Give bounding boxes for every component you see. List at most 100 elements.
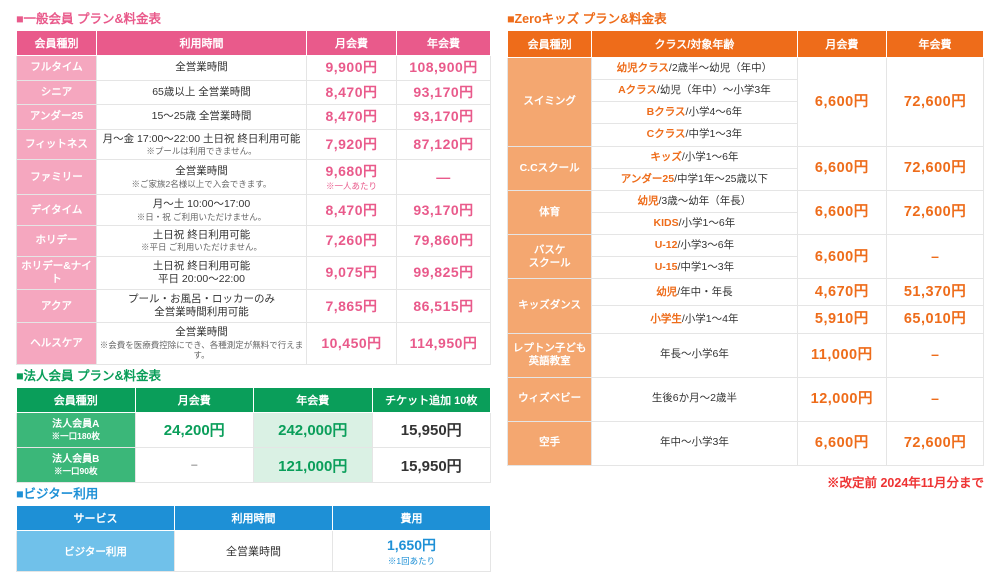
kids-class: アンダー25/中学1年～25歳以下 [592, 168, 797, 190]
plan-name: フィットネス [17, 129, 97, 160]
corp-ticket: 15,950円 [372, 447, 491, 482]
left-column: ■一般会員 プラン&料金表 会員種別利用時間月会費年会費 フルタイム全営業時間9… [16, 8, 491, 554]
plan-name: デイタイム [17, 195, 97, 226]
general-table: 会員種別利用時間月会費年会費 フルタイム全営業時間9,900円108,900円シ… [16, 30, 491, 365]
plan-month-price: 9,900円 [307, 56, 397, 81]
kids-table: 会員種別クラス/対象年齢月会費年会費 スイミング幼児クラス/2歳半～幼児（年中）… [507, 30, 984, 466]
kids-class: Bクラス/小学4～6年 [592, 102, 797, 124]
table-row: ファミリー全営業時間※ご家族2名様以上で入会できます。9,680円※一人あたり— [17, 160, 491, 195]
plan-year-price: — [397, 160, 491, 195]
kids-month: 6,600円 [797, 235, 887, 279]
corp-col-header: 年会費 [254, 387, 373, 412]
plan-time: 65歳以上 全営業時間 [97, 80, 307, 105]
kids-class: キッズ/小学1～6年 [592, 146, 797, 168]
plan-year-price: 93,170円 [397, 195, 491, 226]
kids-year: – [887, 235, 984, 279]
kids-col-header: 月会費 [797, 31, 887, 58]
plan-year-price: 114,950円 [397, 323, 491, 364]
corporate-title: ■法人会員 プラン&料金表 [16, 365, 491, 384]
plan-year-price: 79,860円 [397, 226, 491, 257]
plan-time: プール・お風呂・ロッカーのみ全営業時間利用可能 [97, 290, 307, 323]
plan-name: ホリデー&ナイト [17, 256, 97, 289]
kids-class: KIDS/小学1～6年 [592, 212, 797, 234]
corp-month: 24,200円 [135, 412, 254, 447]
kids-class: U-12/小学3～6年 [592, 235, 797, 257]
kids-month: 6,600円 [797, 58, 887, 147]
general-col-header: 月会費 [307, 31, 397, 56]
visitor-col-header: 費用 [333, 506, 491, 531]
kids-year: 72,600円 [887, 146, 984, 190]
table-row: シニア65歳以上 全営業時間8,470円93,170円 [17, 80, 491, 105]
corporate-table: 会員種別月会費年会費チケット追加 10枚 法人会員A※一口180枚24,200円… [16, 387, 491, 483]
table-row: 空手年中～小学3年6,600円72,600円 [508, 421, 984, 465]
table-row: ウィズベビー生後6か月～2歳半12,000円– [508, 377, 984, 421]
plan-year-price: 108,900円 [397, 56, 491, 81]
kids-class: U-15/中学1～3年 [592, 257, 797, 279]
visitor-time: 全営業時間 [175, 531, 333, 572]
kids-category: C.Cスクール [508, 146, 592, 190]
plan-time: 月～金 17:00～22:00 土日祝 終日利用可能※プールは利用できません。 [97, 129, 307, 160]
table-row: 法人会員B※一口90枚–121,000円15,950円 [17, 447, 491, 482]
plan-month-price: 7,865円 [307, 290, 397, 323]
table-row: 法人会員A※一口180枚24,200円242,000円15,950円 [17, 412, 491, 447]
kids-class: 幼児/年中・年長 [592, 279, 797, 306]
table-row: レプトン子ども英語教室年長～小学6年11,000円– [508, 333, 984, 377]
plan-month-price: 7,260円 [307, 226, 397, 257]
corp-month: – [135, 447, 254, 482]
corp-plan-name: 法人会員A※一口180枚 [17, 412, 136, 447]
general-col-header: 利用時間 [97, 31, 307, 56]
table-row: フィットネス月～金 17:00～22:00 土日祝 終日利用可能※プールは利用で… [17, 129, 491, 160]
corp-year: 121,000円 [254, 447, 373, 482]
table-row: アクアプール・お風呂・ロッカーのみ全営業時間利用可能7,865円86,515円 [17, 290, 491, 323]
kids-category: スイミング [508, 58, 592, 147]
corp-plan-name: 法人会員B※一口90枚 [17, 447, 136, 482]
plan-time: 土日祝 終日利用可能平日 20:00～22:00 [97, 256, 307, 289]
plan-month-price: 10,450円 [307, 323, 397, 364]
table-row: バスケスクールU-12/小学3～6年6,600円– [508, 235, 984, 257]
plan-time: 全営業時間※会費を医療費控除にでき、各種測定が無料で行えます。 [97, 323, 307, 364]
kids-col-header: 会員種別 [508, 31, 592, 58]
table-row: 体育幼児/3歳～幼年（年長）6,600円72,600円 [508, 190, 984, 212]
plan-time: 土日祝 終日利用可能※平日 ご利用いただけません。 [97, 226, 307, 257]
kids-class: Cクラス/中学1～3年 [592, 124, 797, 146]
visitor-title: ■ビジター利用 [16, 483, 491, 502]
kids-category: キッズダンス [508, 279, 592, 333]
kids-class: 幼児クラス/2歳半～幼児（年中） [592, 58, 797, 80]
kids-class: 年長～小学6年 [592, 333, 797, 377]
kids-month: 4,670円 [797, 279, 887, 306]
plan-name: フルタイム [17, 56, 97, 81]
plan-year-price: 86,515円 [397, 290, 491, 323]
corp-col-header: 会員種別 [17, 387, 136, 412]
kids-year: – [887, 333, 984, 377]
kids-month: 5,910円 [797, 306, 887, 333]
general-title: ■一般会員 プラン&料金表 [16, 8, 491, 27]
plan-year-price: 99,825円 [397, 256, 491, 289]
table-row: フルタイム全営業時間9,900円108,900円 [17, 56, 491, 81]
kids-col-header: 年会費 [887, 31, 984, 58]
kids-month: 6,600円 [797, 190, 887, 234]
general-col-header: 会員種別 [17, 31, 97, 56]
table-row: ヘルスケア全営業時間※会費を医療費控除にでき、各種測定が無料で行えます。10,4… [17, 323, 491, 364]
plan-month-price: 8,470円 [307, 80, 397, 105]
plan-month-price: 9,075円 [307, 256, 397, 289]
kids-category: バスケスクール [508, 235, 592, 279]
plan-time: 15～25歳 全営業時間 [97, 105, 307, 130]
plan-name: ファミリー [17, 160, 97, 195]
kids-year: 65,010円 [887, 306, 984, 333]
kids-month: 11,000円 [797, 333, 887, 377]
right-column: ■Zeroキッズ プラン&料金表 会員種別クラス/対象年齢月会費年会費 スイミン… [507, 8, 984, 554]
plan-name: シニア [17, 80, 97, 105]
plan-year-price: 93,170円 [397, 105, 491, 130]
plan-year-price: 93,170円 [397, 80, 491, 105]
corp-year: 242,000円 [254, 412, 373, 447]
table-row: ビジター利用全営業時間1,650円※1回あたり [17, 531, 491, 572]
plan-name: ホリデー [17, 226, 97, 257]
kids-year: 51,370円 [887, 279, 984, 306]
plan-name: アンダー25 [17, 105, 97, 130]
corp-ticket: 15,950円 [372, 412, 491, 447]
kids-title: ■Zeroキッズ プラン&料金表 [507, 8, 984, 27]
corp-col-header: 月会費 [135, 387, 254, 412]
table-row: ホリデー土日祝 終日利用可能※平日 ご利用いただけません。7,260円79,86… [17, 226, 491, 257]
plan-month-price: 8,470円 [307, 105, 397, 130]
footnote: ※改定前 2024年11月分まで [507, 472, 984, 491]
